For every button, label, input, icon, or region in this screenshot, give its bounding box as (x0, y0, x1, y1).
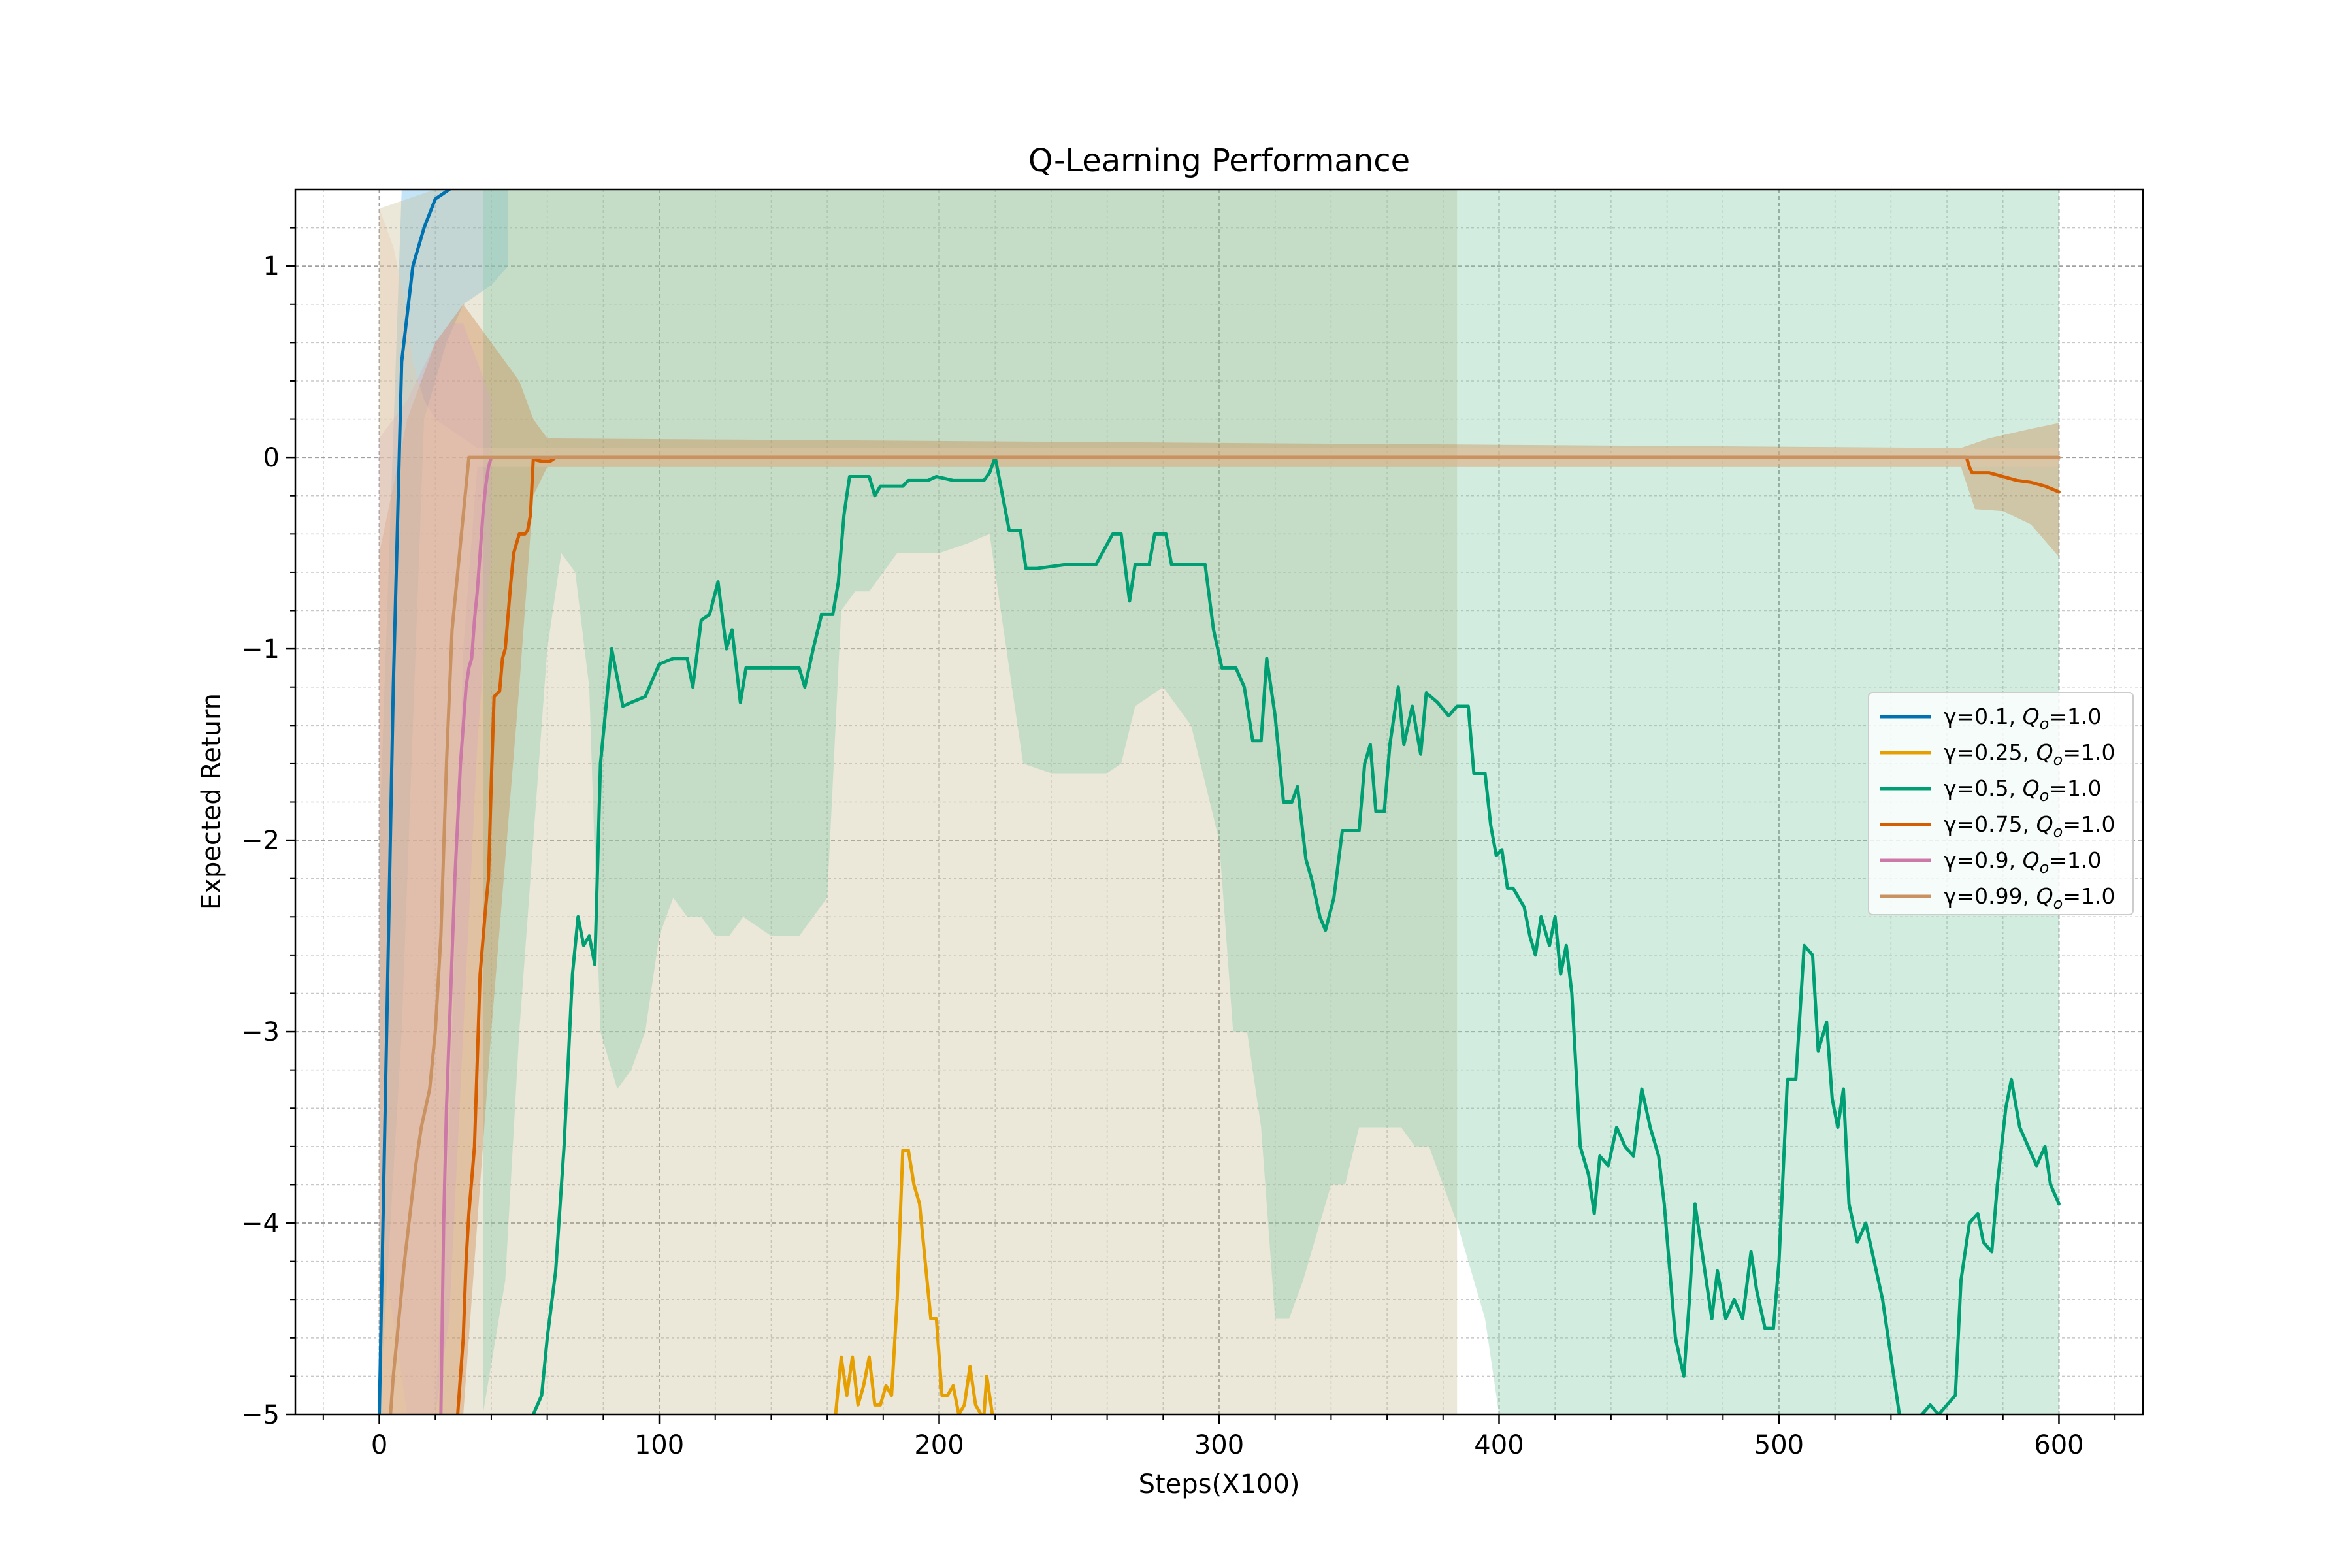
line-series-2-segment-2 (982, 1374, 994, 1414)
y-tick-label: −4 (241, 1209, 280, 1239)
line-series-2 (834, 1149, 983, 1414)
legend-label-4: γ=0.75, Qo=1.0 (1944, 811, 2115, 841)
minor-gridlines (295, 189, 2143, 1414)
series-lines (378, 189, 2061, 1414)
x-tick-label: 100 (634, 1430, 684, 1460)
y-axis-label: Expected Return (197, 693, 227, 910)
band-series-1 (379, 189, 508, 1414)
x-tick-label: 0 (371, 1430, 387, 1460)
y-tick-label: −1 (241, 634, 280, 664)
legend-label-1: γ=0.1, Qo=1.0 (1944, 704, 2101, 733)
x-tick-label: 300 (1194, 1430, 1244, 1460)
x-tick-label: 400 (1474, 1430, 1524, 1460)
y-tick-label: 1 (263, 252, 280, 282)
chart-title: Q-Learning Performance (1028, 142, 1410, 179)
y-tick-label: 0 (263, 443, 280, 473)
legend-label-6: γ=0.99, Qo=1.0 (1944, 883, 2115, 913)
legend-box (1868, 692, 2134, 915)
band-series-5 (379, 323, 491, 1414)
legend-label-3: γ=0.5, Qo=1.0 (1944, 776, 2101, 805)
band-series-3 (483, 189, 2059, 1414)
line-series-1 (378, 189, 451, 1414)
confidence-bands (379, 189, 2059, 1414)
y-axis-ticks: 1 0 −1 −2 −3 −4 −5 (241, 227, 295, 1430)
line-series-3-segment-2 (1919, 1077, 2061, 1414)
y-tick-label: −3 (241, 1017, 280, 1047)
line-series-6 (389, 455, 2061, 1414)
x-axis-label: Steps(X100) (1139, 1469, 1300, 1499)
x-tick-label: 600 (2034, 1430, 2083, 1460)
line-series-4 (456, 455, 2061, 1414)
legend: γ=0.1, Qo=1.0 γ=0.25, Qo=1.0 γ=0.5, Qo=1.0… (1868, 692, 2134, 915)
y-tick-label: −2 (241, 826, 280, 856)
line-series-5 (439, 455, 493, 1414)
band-series-2 (379, 189, 1458, 1414)
x-axis-ticks: 0 100 200 300 400 500 600 (322, 1414, 2116, 1460)
x-tick-label: 200 (914, 1430, 964, 1460)
line-series-3 (531, 455, 1901, 1414)
legend-label-2: γ=0.25, Qo=1.0 (1944, 740, 2115, 769)
x-tick-label: 500 (1754, 1430, 1804, 1460)
legend-label-5: γ=0.9, Qo=1.0 (1944, 847, 2101, 877)
y-tick-label: −5 (241, 1400, 280, 1430)
band-series-6 (379, 208, 2059, 1414)
